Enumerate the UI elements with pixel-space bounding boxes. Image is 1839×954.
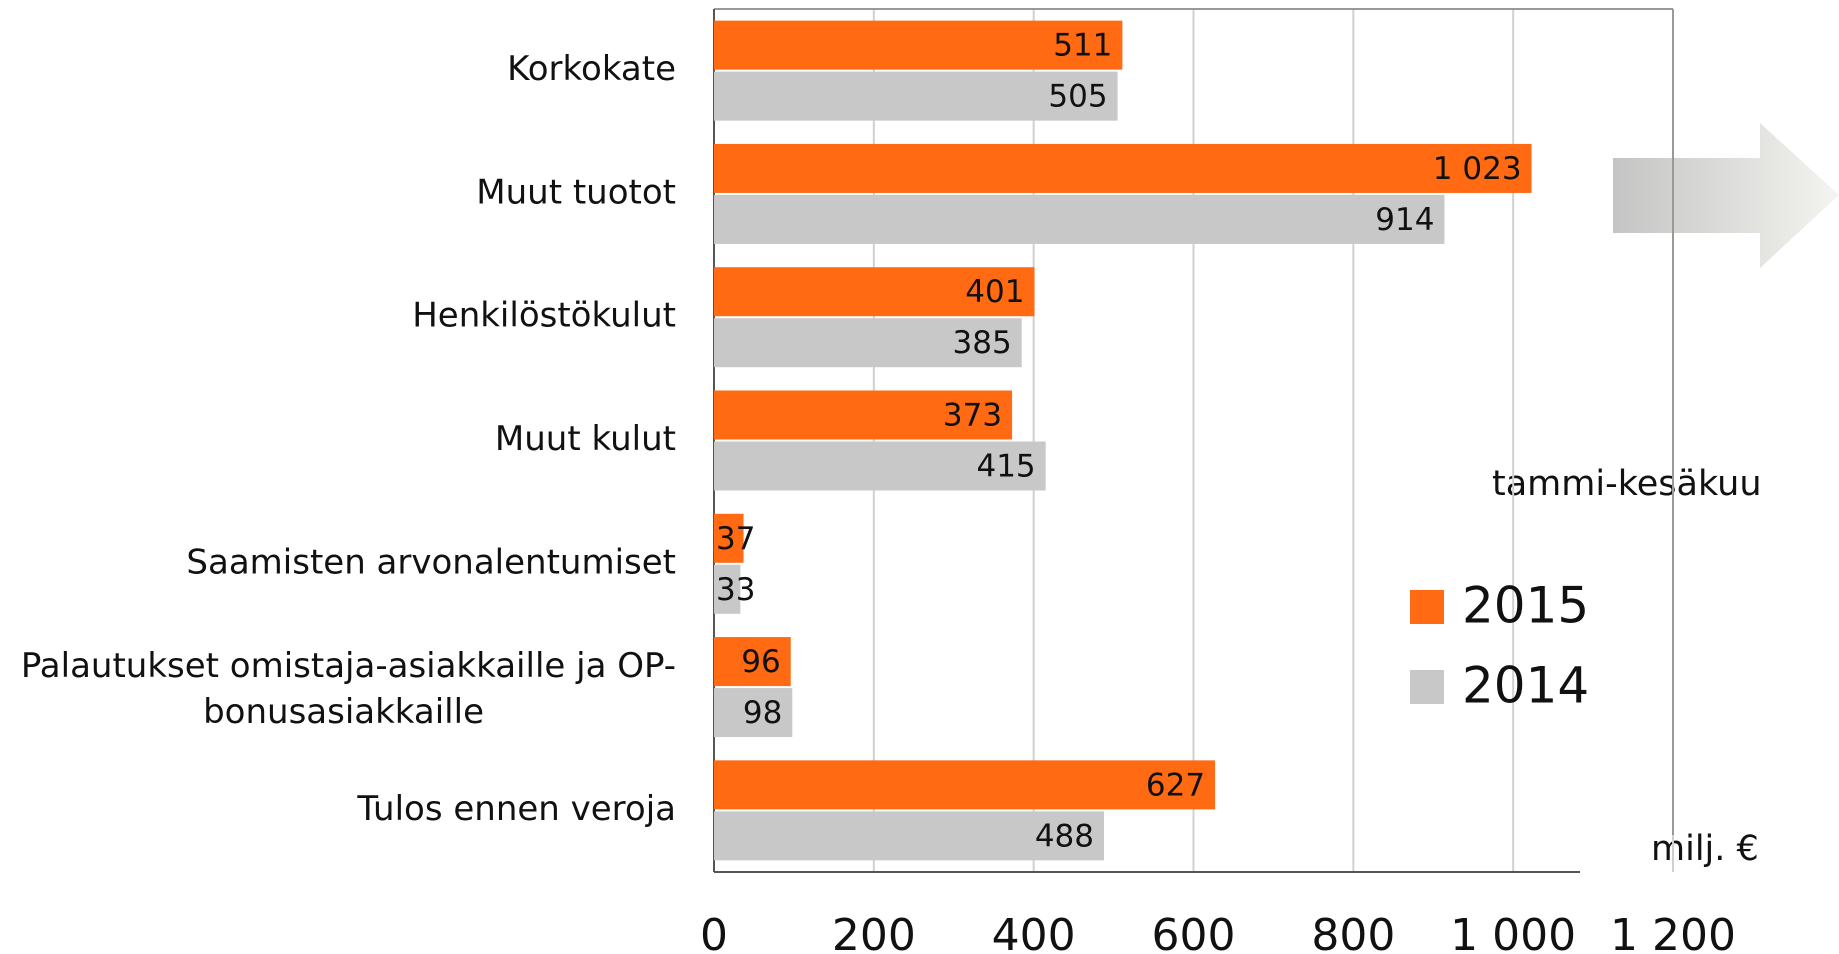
- x-tick-label: 1 000: [1450, 910, 1576, 954]
- legend-label: 2015: [1462, 577, 1589, 635]
- bar: [714, 71, 1118, 121]
- y-tick-label: Palautukset omistaja-asiakkaille ja OP-b…: [21, 646, 676, 732]
- bar: [714, 143, 1532, 193]
- y-tick-label: Saamisten arvonalentumiset: [186, 542, 676, 582]
- value-label: 33: [716, 572, 755, 608]
- bar: [714, 811, 1104, 861]
- value-label: 96: [741, 644, 780, 680]
- arrow: [1613, 123, 1839, 268]
- x-tick-label: 600: [1152, 910, 1236, 954]
- x-tick-label: 400: [992, 910, 1076, 954]
- y-tick-label: Korkokate: [507, 49, 676, 89]
- x-tick-label: 1 200: [1610, 910, 1736, 954]
- value-label: 488: [1035, 818, 1094, 854]
- y-tick-label: Muut tuotot: [476, 172, 676, 212]
- bar: [714, 267, 1035, 317]
- y-tick-label: Henkilöstökulut: [412, 296, 676, 336]
- value-label: 505: [1048, 79, 1107, 115]
- x-tick-label: 200: [832, 910, 916, 954]
- bar: [714, 760, 1216, 810]
- legend-label: 2014: [1462, 657, 1589, 715]
- unit-label: milj. €: [1651, 829, 1759, 869]
- legend-swatch: [1410, 670, 1444, 704]
- bar: [714, 20, 1123, 70]
- bar: [714, 194, 1445, 244]
- value-label: 373: [943, 398, 1002, 434]
- bar: [714, 513, 744, 563]
- x-tick-label: 0: [700, 910, 728, 954]
- value-label: 627: [1146, 767, 1205, 803]
- value-label: 37: [716, 521, 755, 557]
- value-label: 914: [1375, 202, 1434, 238]
- legend-title: tammi-kesäkuu: [1492, 464, 1762, 504]
- bar: [714, 564, 741, 614]
- value-label: 385: [953, 325, 1012, 361]
- x-tick-label: 800: [1311, 910, 1395, 954]
- value-label: 511: [1053, 28, 1112, 64]
- y-tick-label: Tulos ennen veroja: [356, 789, 676, 829]
- value-label: 1 023: [1433, 151, 1522, 187]
- bar: [714, 688, 793, 738]
- bar: [714, 318, 1022, 368]
- bar: [714, 637, 791, 687]
- value-label: 415: [976, 449, 1035, 485]
- legend-swatch: [1410, 590, 1444, 624]
- value-label: 401: [965, 274, 1024, 310]
- value-label: 98: [743, 695, 782, 731]
- bar: [714, 441, 1046, 491]
- y-tick-label: Muut kulut: [495, 419, 676, 459]
- bar: [714, 390, 1013, 440]
